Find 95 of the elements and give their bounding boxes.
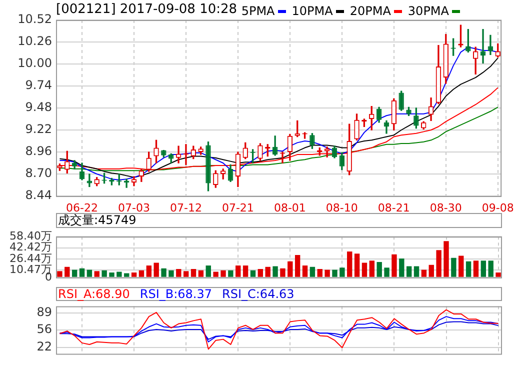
bar (154, 262, 159, 277)
bar (258, 269, 264, 277)
y-tick-label: 22 (36, 340, 52, 354)
bar (236, 266, 241, 277)
y-tick-label: 10.52 (18, 12, 52, 26)
y-tick-label: 42.42万 (10, 240, 52, 254)
bar (64, 266, 70, 277)
bar (79, 268, 85, 277)
bar (406, 266, 412, 277)
bar (109, 272, 114, 277)
y-tick-label: 10.26 (18, 34, 52, 48)
bar (414, 266, 420, 277)
bar (399, 258, 404, 277)
legend-label: 20PMA (350, 3, 391, 19)
x-tick-label: 08-30 (430, 201, 462, 214)
y-tick-label: 8.96 (25, 144, 52, 158)
x-tick-label: 08-10 (326, 201, 358, 214)
bar (436, 250, 442, 277)
bar (161, 268, 166, 277)
x-tick-label: 07-12 (170, 201, 202, 214)
bar (488, 260, 494, 277)
bar (138, 270, 144, 277)
legend-label: 30PMA (408, 3, 449, 19)
bar (384, 268, 390, 277)
bar (347, 252, 352, 277)
bar (228, 270, 234, 277)
legend-label: 5PMA (241, 3, 275, 19)
bar (198, 270, 204, 277)
bar (183, 271, 189, 277)
bar (428, 264, 434, 277)
bar (458, 256, 464, 277)
bar (57, 271, 62, 277)
bar (190, 269, 196, 277)
bar (317, 269, 322, 277)
y-tick-label: 56 (36, 322, 52, 336)
bar (124, 273, 130, 277)
bar (340, 268, 345, 277)
bar (294, 255, 300, 277)
y-tick-label: 89 (36, 305, 52, 320)
bar (288, 261, 293, 277)
bar (324, 270, 330, 277)
bar (131, 272, 137, 277)
text: RSI_C:64.63 (222, 287, 294, 301)
bar (86, 270, 92, 277)
x-tick-label: 08-01 (274, 201, 306, 214)
bar (146, 266, 152, 277)
bar (496, 272, 501, 277)
text: RSI_B:68.37 (140, 287, 212, 301)
bar (480, 260, 486, 277)
bar (72, 270, 78, 277)
bar (176, 269, 182, 277)
bar (369, 260, 375, 277)
candlestick (176, 146, 182, 164)
bar (213, 272, 218, 277)
y-tick-label: 8.44 (25, 188, 52, 202)
text: RSI_A:68.90 (58, 287, 130, 301)
x-tick-label: 07-03 (118, 201, 150, 214)
bar (242, 266, 248, 277)
x-tick-label: 09-08 (482, 201, 514, 214)
bar (473, 260, 479, 277)
bar (451, 258, 456, 277)
bar (310, 266, 316, 277)
y-tick-label: 9.74 (25, 78, 52, 92)
bar (116, 272, 122, 277)
bar (220, 270, 226, 277)
y-tick-label: 8.70 (25, 166, 52, 180)
bar (332, 270, 338, 277)
bar (250, 270, 256, 277)
bar (392, 254, 397, 277)
x-tick-label: 08-21 (378, 201, 410, 214)
bar (102, 270, 107, 277)
x-tick-label: 06-22 (66, 201, 98, 214)
bar (466, 261, 472, 277)
chart-title: 成交量:45749 (58, 213, 136, 228)
bar (421, 270, 427, 277)
bar (376, 262, 382, 277)
bar (168, 270, 174, 277)
bar (272, 266, 278, 277)
y-tick-label: 26.44万 (10, 252, 52, 265)
bar (265, 266, 270, 277)
y-tick-label: 58.40万 (10, 229, 52, 242)
bar (444, 241, 449, 277)
y-tick-label: 9.48 (25, 100, 52, 114)
legend-label: 10PMA (292, 3, 333, 19)
bar (206, 266, 211, 277)
candlestick (183, 144, 189, 166)
y-tick-label: 9.22 (25, 122, 52, 136)
bar (354, 254, 360, 277)
bar (302, 266, 308, 277)
bar (280, 268, 286, 277)
bar (362, 262, 368, 277)
y-tick-label: 10.00 (18, 56, 52, 70)
x-tick-label: 07-21 (222, 201, 254, 214)
chart-title: [002121] 2017-09-08 10:28 (56, 2, 238, 18)
bar (94, 271, 100, 277)
